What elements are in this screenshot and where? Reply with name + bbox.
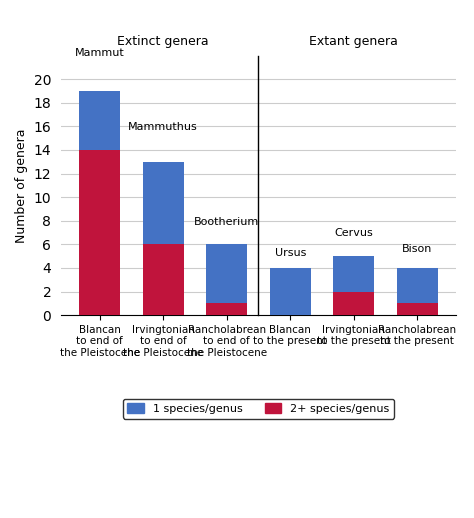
- Text: Bootherium: Bootherium: [194, 217, 259, 226]
- Legend: 1 species/genus, 2+ species/genus: 1 species/genus, 2+ species/genus: [123, 399, 394, 419]
- Bar: [333, 292, 374, 315]
- Bar: [206, 304, 247, 315]
- Bar: [143, 162, 184, 244]
- Text: Cervus: Cervus: [334, 228, 373, 238]
- Text: Extant genera: Extant genera: [310, 35, 398, 48]
- Bar: [397, 304, 438, 315]
- Text: Bison: Bison: [402, 244, 432, 254]
- Text: Mammuthus: Mammuthus: [128, 122, 198, 132]
- Bar: [143, 244, 184, 315]
- Bar: [270, 268, 311, 315]
- Bar: [397, 268, 438, 304]
- Y-axis label: Number of genera: Number of genera: [15, 128, 28, 242]
- Text: Extinct genera: Extinct genera: [118, 35, 209, 48]
- Bar: [333, 256, 374, 292]
- Text: Ursus: Ursus: [274, 249, 306, 258]
- Text: Mammut: Mammut: [75, 48, 125, 58]
- Bar: [79, 91, 120, 150]
- Bar: [79, 150, 120, 315]
- Bar: [206, 244, 247, 304]
